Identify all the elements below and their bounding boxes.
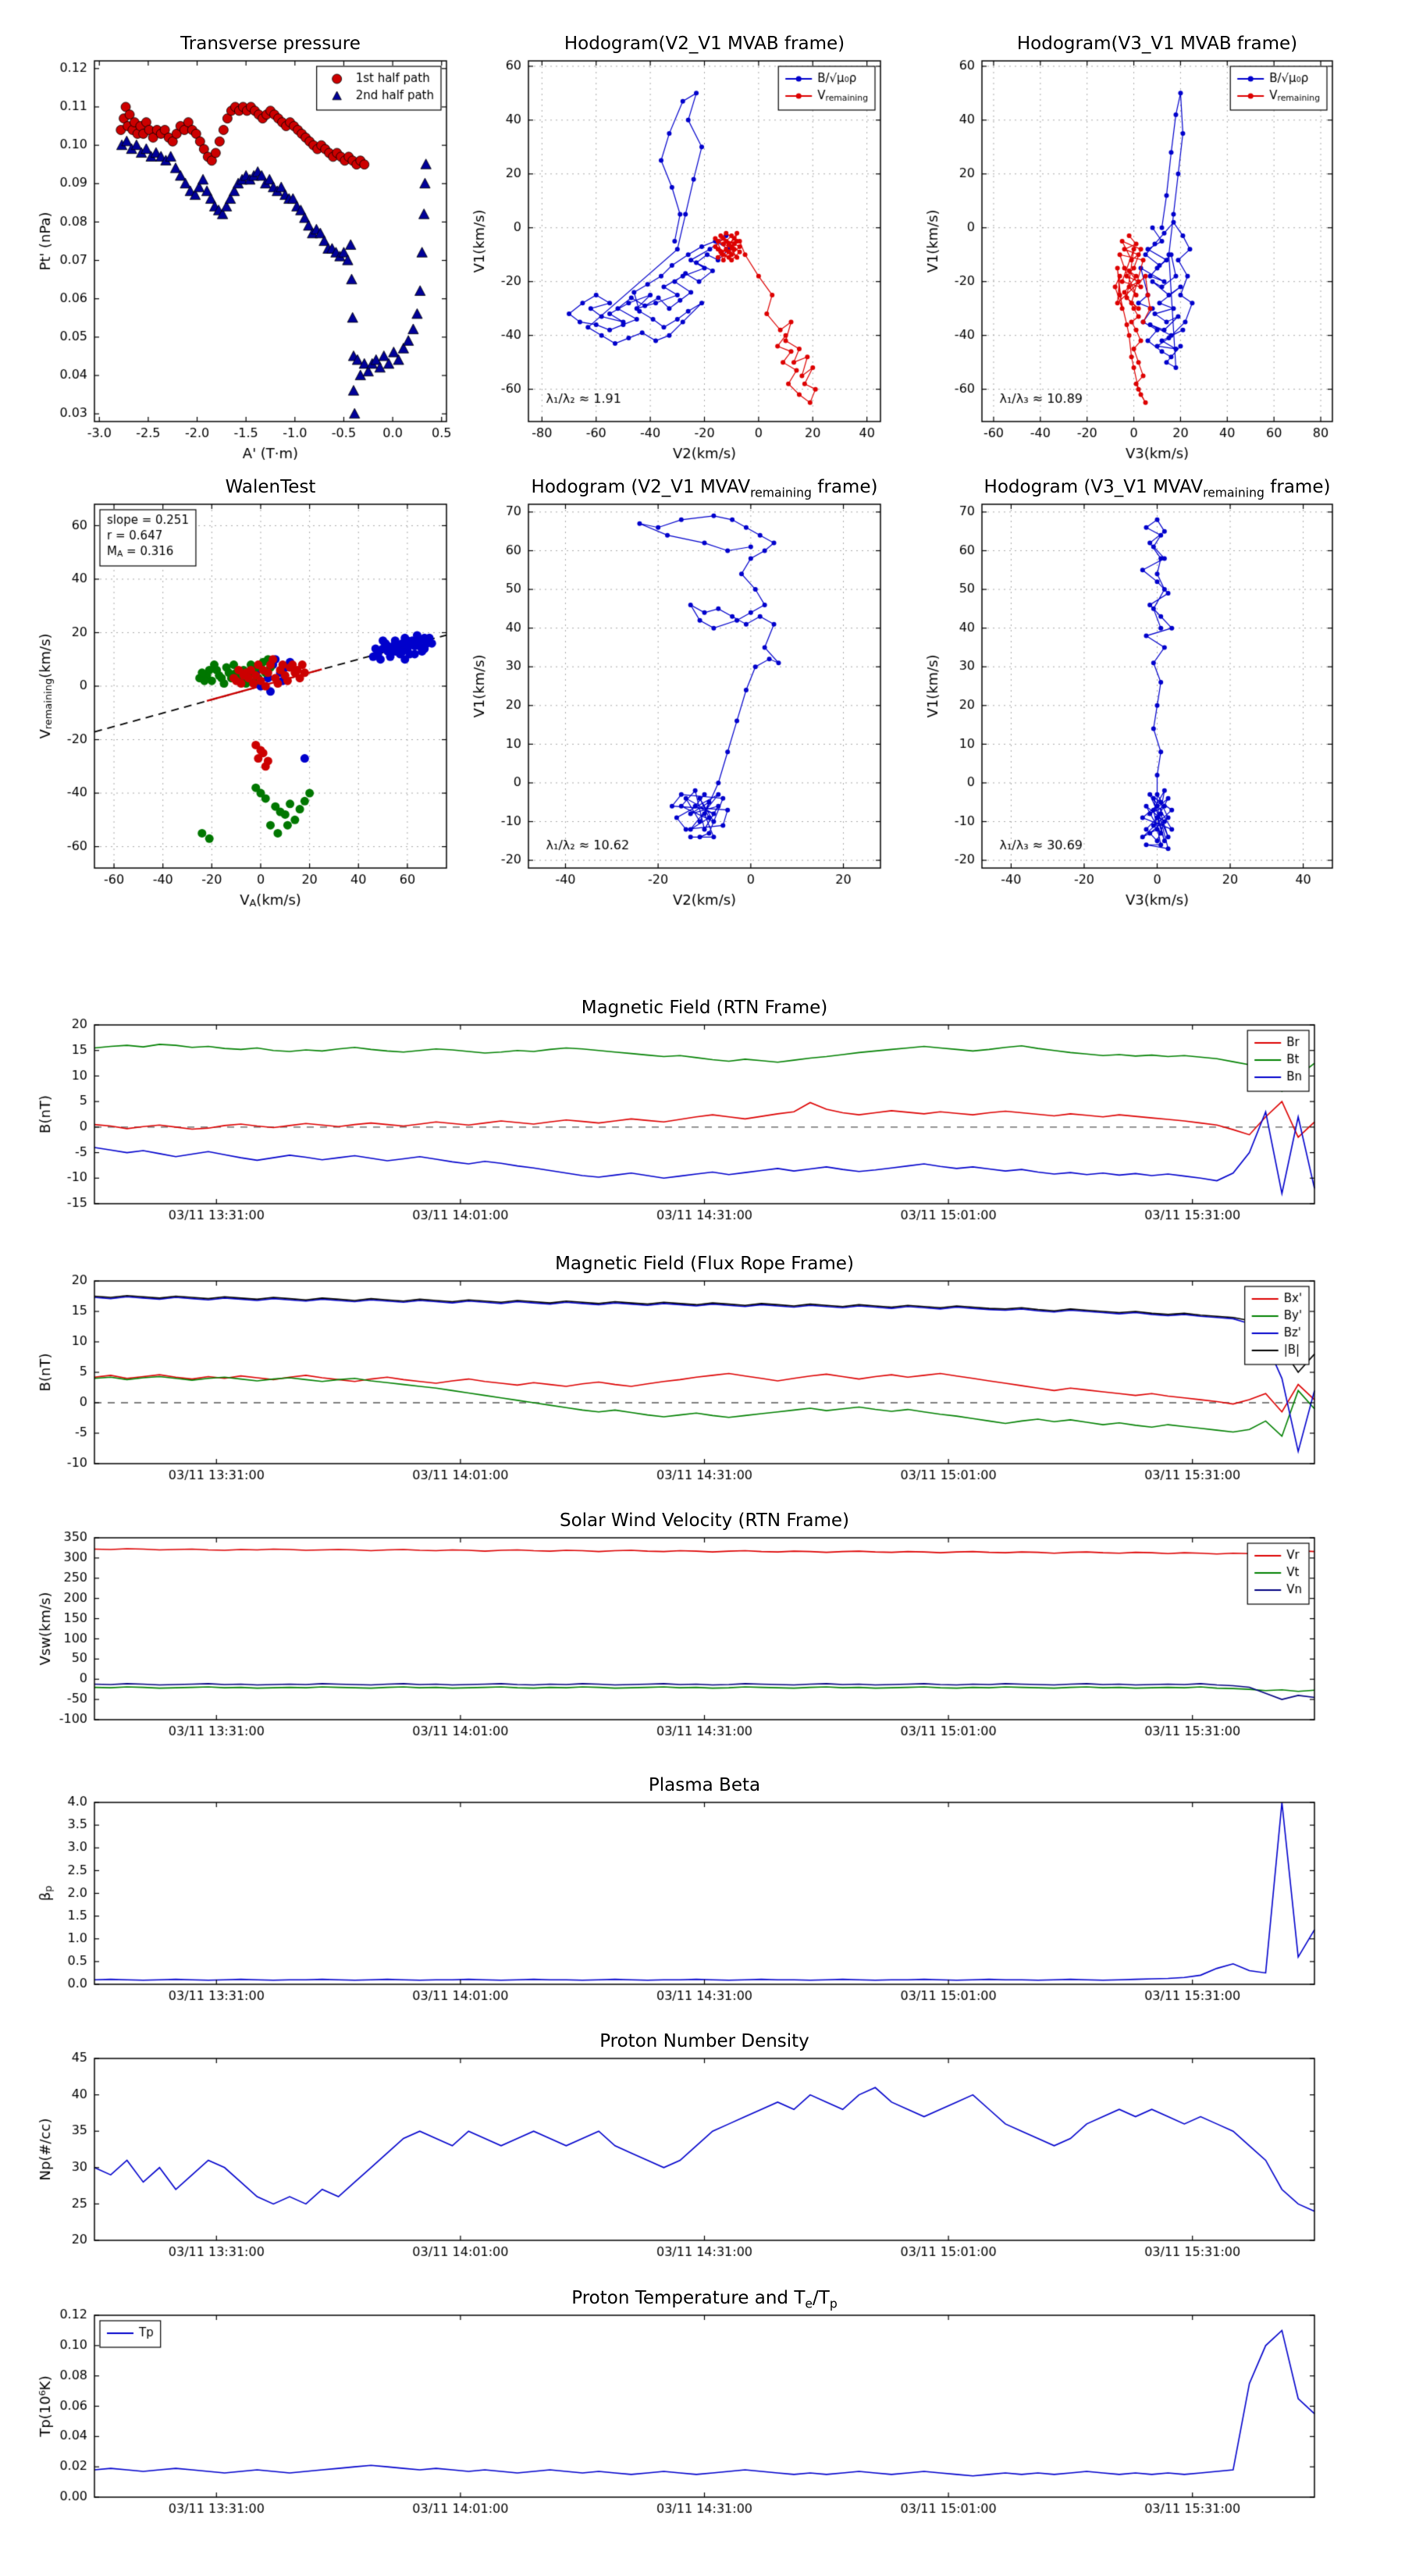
chart-title-proton-temperature: Proton Temperature and Te/Tp — [571, 2288, 838, 2311]
chart-title-magnetic-field-fluxrope: Magnetic Field (Flux Rope Frame) — [555, 1254, 854, 1274]
chart-title-hodogram-v2v1-mvav: Hodogram (V2_V1 MVAVremaining frame) — [531, 477, 878, 500]
chart-title-magnetic-field-rtn: Magnetic Field (RTN Frame) — [581, 998, 828, 1018]
chart-title-walen-test: WalenTest — [225, 477, 316, 497]
chart-title-plasma-beta: Plasma Beta — [648, 1775, 761, 1795]
chart-title-hodogram-v3v1-mvav: Hodogram (V3_V1 MVAVremaining frame) — [984, 477, 1331, 500]
chart-title-hodogram-v2v1-mvab: Hodogram(V2_V1 MVAB frame) — [564, 34, 845, 54]
chart-title-transverse-pressure: Transverse pressure — [180, 34, 361, 54]
chart-title-proton-number-density: Proton Number Density — [599, 2031, 809, 2051]
chart-title-solar-wind-velocity: Solar Wind Velocity (RTN Frame) — [559, 1510, 850, 1531]
chart-title-hodogram-v3v1-mvab: Hodogram(V3_V1 MVAB frame) — [1016, 34, 1298, 54]
